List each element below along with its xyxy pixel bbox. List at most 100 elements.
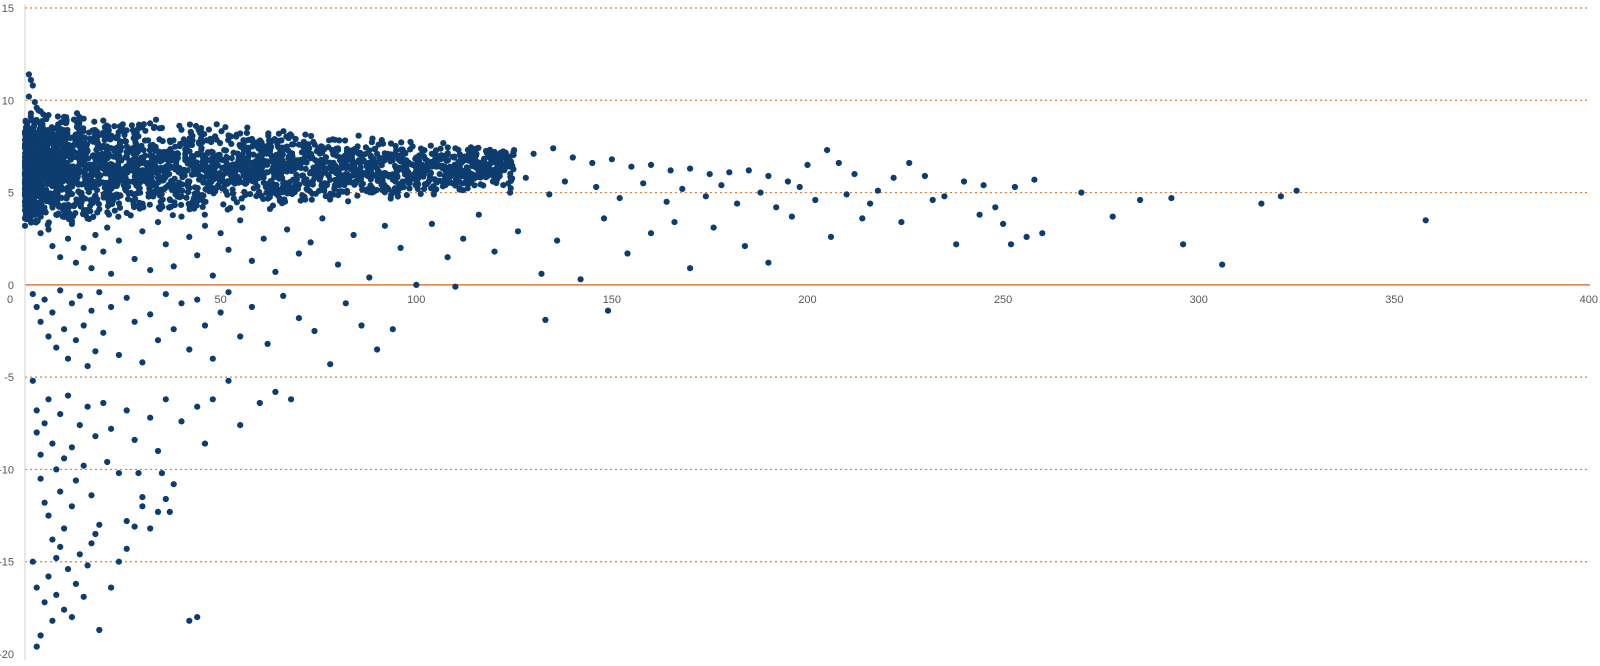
data-point — [201, 174, 208, 181]
data-point — [88, 540, 95, 547]
data-point — [355, 157, 362, 164]
data-point — [33, 643, 40, 650]
data-point — [76, 292, 83, 299]
data-point — [159, 138, 166, 145]
data-point — [168, 178, 175, 185]
data-point — [162, 291, 169, 298]
data-point — [1137, 196, 1144, 204]
data-point — [550, 145, 557, 152]
data-point — [49, 169, 56, 176]
data-point — [229, 186, 236, 193]
data-point — [147, 120, 154, 127]
data-point — [542, 316, 549, 323]
data-point — [440, 140, 447, 147]
data-point — [37, 475, 44, 482]
data-point — [130, 147, 137, 154]
data-point — [57, 150, 64, 157]
data-point — [217, 156, 224, 163]
data-point — [569, 154, 576, 161]
y-tick-label: -10 — [0, 464, 14, 476]
data-point — [255, 145, 262, 152]
data-point — [139, 503, 146, 510]
data-point — [237, 217, 244, 224]
data-point — [292, 183, 299, 190]
data-point — [327, 190, 334, 197]
data-point — [271, 186, 278, 193]
data-point — [234, 150, 241, 157]
data-point — [286, 179, 293, 186]
data-point — [250, 164, 257, 171]
data-point — [362, 144, 369, 151]
data-point — [54, 198, 61, 205]
data-point — [88, 172, 95, 180]
data-point — [276, 137, 283, 144]
data-point — [67, 156, 74, 163]
data-point — [205, 150, 212, 157]
data-point — [835, 159, 842, 167]
data-point — [64, 355, 72, 362]
data-point — [338, 178, 345, 185]
data-point — [76, 158, 83, 165]
data-point — [170, 137, 177, 144]
data-point — [784, 178, 792, 185]
data-point — [176, 194, 183, 201]
data-point — [125, 196, 132, 203]
data-point — [309, 181, 316, 188]
data-point — [399, 166, 407, 174]
data-point — [378, 162, 385, 169]
data-point — [68, 444, 75, 451]
data-point — [27, 110, 34, 117]
data-point — [140, 204, 147, 211]
data-point — [108, 425, 115, 432]
data-point — [302, 131, 309, 138]
x-tick-label: 150 — [603, 294, 621, 306]
data-point — [72, 259, 79, 266]
data-point — [406, 179, 413, 186]
data-point — [554, 237, 561, 244]
data-point — [31, 184, 38, 191]
data-point — [358, 322, 365, 329]
data-point — [120, 167, 127, 174]
data-point — [223, 153, 230, 161]
data-point — [379, 186, 386, 193]
data-point — [687, 165, 694, 172]
data-point — [335, 192, 342, 199]
data-point — [33, 104, 40, 111]
data-point — [198, 128, 205, 135]
data-point — [321, 165, 328, 173]
data-point — [34, 118, 41, 125]
data-point — [269, 154, 276, 162]
data-point — [154, 337, 162, 344]
data-point — [195, 170, 202, 178]
data-point — [154, 174, 162, 181]
data-point — [243, 129, 250, 136]
data-point — [79, 210, 87, 218]
data-point — [68, 220, 75, 227]
data-point — [157, 158, 164, 165]
data-point — [80, 462, 87, 469]
data-point — [43, 174, 50, 181]
data-point — [57, 287, 64, 294]
data-point — [432, 156, 439, 163]
data-point — [22, 210, 29, 217]
data-point — [91, 133, 98, 140]
data-point — [874, 187, 882, 194]
data-point — [217, 230, 224, 237]
data-point — [295, 163, 302, 170]
data-point — [209, 171, 216, 178]
data-point — [220, 201, 227, 208]
data-point — [46, 198, 54, 205]
data-point — [281, 196, 288, 203]
data-point — [483, 167, 490, 174]
data-point — [45, 226, 52, 233]
data-point — [238, 166, 245, 173]
data-point — [460, 180, 467, 187]
data-point — [765, 172, 772, 180]
x-tick-label: 100 — [407, 294, 425, 306]
data-point — [186, 178, 193, 185]
data-point — [229, 165, 236, 172]
data-point — [170, 154, 177, 161]
data-point — [25, 93, 32, 100]
data-point — [115, 558, 122, 565]
